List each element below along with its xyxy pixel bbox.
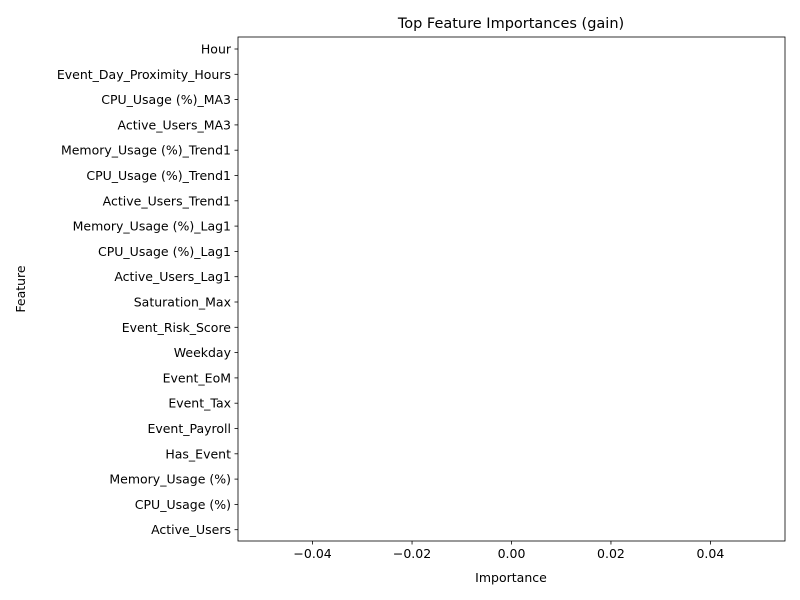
y-tick-label: CPU_Usage (%)_Trend1	[86, 168, 231, 183]
y-tick-label: Memory_Usage (%)_Lag1	[73, 219, 231, 234]
y-tick-label: Event_Payroll	[147, 421, 231, 436]
x-tick-label: 0.04	[696, 546, 724, 561]
y-axis-ticks: Hour Event_Day_Proximity_Hours CPU_Usage (…	[57, 42, 238, 537]
y-tick-label: Event_Risk_Score	[122, 320, 232, 335]
x-tick-label: 0.00	[498, 546, 526, 561]
plot-frame	[237, 36, 786, 542]
y-tick-label: Event_EoM	[163, 370, 231, 385]
y-tick-label: Has_Event	[165, 446, 231, 461]
y-tick-label: Memory_Usage (%)_Trend1	[61, 143, 231, 158]
x-tick-label: −0.02	[393, 546, 431, 561]
x-tick-label: 0.02	[597, 546, 625, 561]
y-tick-label: Active_Users_Trend1	[103, 193, 231, 208]
y-tick-label: Event_Day_Proximity_Hours	[57, 67, 231, 82]
y-tick-label: Active_Users_MA3	[118, 117, 231, 132]
y-axis-label: Feature	[13, 265, 28, 313]
y-tick-label: Hour	[201, 42, 232, 57]
y-tick-label: Memory_Usage (%)	[109, 472, 231, 487]
x-axis-label: Importance	[475, 570, 547, 585]
y-tick-label: CPU_Usage (%)_MA3	[101, 92, 231, 107]
y-tick-label: Event_Tax	[168, 396, 231, 411]
x-tick-label: −0.04	[293, 546, 331, 561]
y-tick-label: Weekday	[174, 345, 232, 360]
chart-title: Top Feature Importances (gain)	[397, 16, 624, 32]
x-axis-ticks: −0.04 −0.02 0.00 0.02 0.04	[293, 541, 724, 561]
y-tick-label: CPU_Usage (%)	[135, 497, 231, 512]
y-tick-label: CPU_Usage (%)_Lag1	[98, 244, 231, 259]
y-tick-label: Active_Users_Lag1	[114, 269, 231, 284]
y-tick-label: Active_Users	[151, 522, 231, 537]
y-tick-label: Saturation_Max	[134, 295, 231, 310]
